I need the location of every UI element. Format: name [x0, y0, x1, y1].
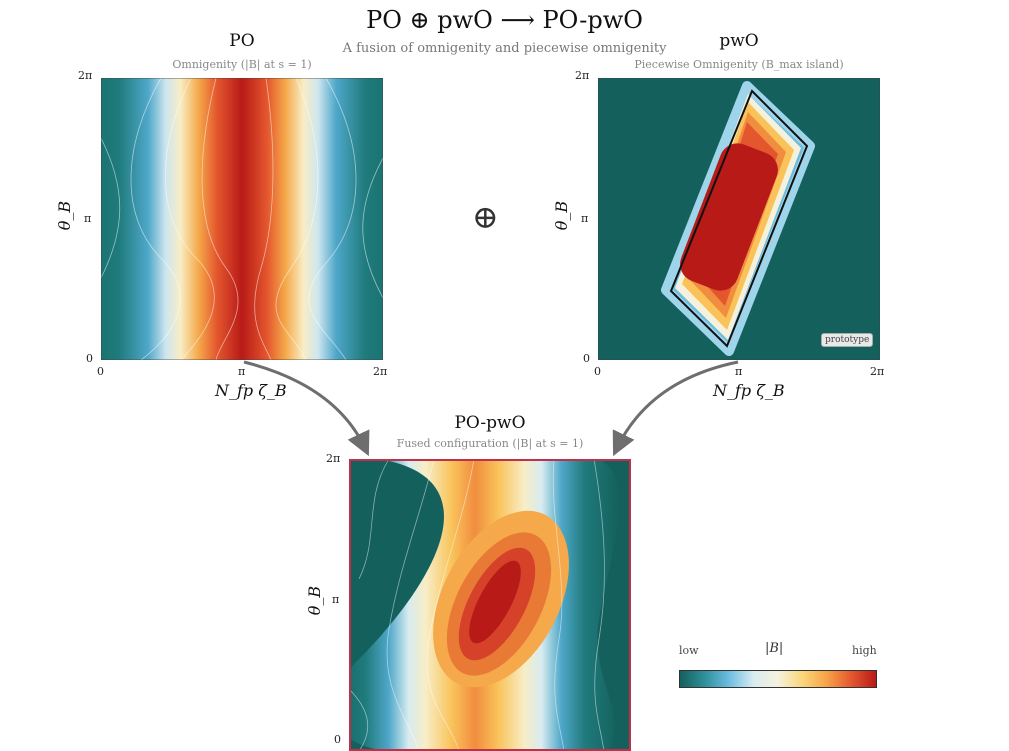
po-xtick-2pi: 2π [373, 365, 388, 378]
po-xtick-0: 0 [97, 365, 104, 378]
pwo-ylabel: θ_B [552, 200, 572, 231]
pwo-xtick-2pi: 2π [870, 365, 885, 378]
pwo-subtitle: Piecewise Omnigenity (B_max island) [634, 58, 844, 71]
pwo-heatmap [598, 78, 880, 360]
pwo-title: pwO [719, 31, 759, 51]
po-xtick-pi: π [238, 365, 246, 378]
figure-subtitle: A fusion of omnigenity and piecewise omn… [342, 41, 667, 56]
figure-title: PO ⊕ pwO ⟶ PO-pwO [366, 6, 643, 34]
po-ytick-pi: π [84, 212, 92, 225]
colorbar-title: |B| [765, 641, 784, 656]
po-ytick-2pi: 2π [78, 69, 93, 82]
prototype-badge: prototype [821, 333, 874, 347]
fused-ytick-pi: π [332, 593, 340, 606]
po-ylabel: θ_B [55, 200, 75, 231]
pwo-xtick-pi: π [735, 365, 743, 378]
fused-title: PO-pwO [454, 413, 526, 433]
po-subtitle: Omnigenity (|B| at s = 1) [172, 58, 312, 71]
colorbar [679, 670, 877, 688]
left-arrow [243, 360, 370, 457]
colorbar-low-label: low [679, 644, 699, 657]
fused-ylabel: θ_B [305, 585, 325, 616]
po-heatmap [101, 78, 383, 360]
po-ytick-0: 0 [86, 352, 93, 365]
po-xlabel: N_fp ζ_B [215, 381, 287, 400]
fused-ytick-2pi: 2π [326, 452, 341, 465]
colorbar-high-label: high [852, 644, 877, 657]
fused-ytick-0: 0 [334, 733, 341, 746]
oplus-operator: ⊕ [472, 198, 499, 236]
pwo-xtick-0: 0 [594, 365, 601, 378]
po-title: PO [229, 31, 255, 51]
fused-subtitle: Fused configuration (|B| at s = 1) [396, 437, 584, 450]
right-arrow [612, 360, 739, 457]
pwo-ytick-2pi: 2π [575, 69, 590, 82]
pwo-xlabel: N_fp ζ_B [713, 381, 785, 400]
fused-heatmap [349, 459, 631, 751]
pwo-ytick-pi: π [581, 212, 589, 225]
pwo-ytick-0: 0 [583, 352, 590, 365]
